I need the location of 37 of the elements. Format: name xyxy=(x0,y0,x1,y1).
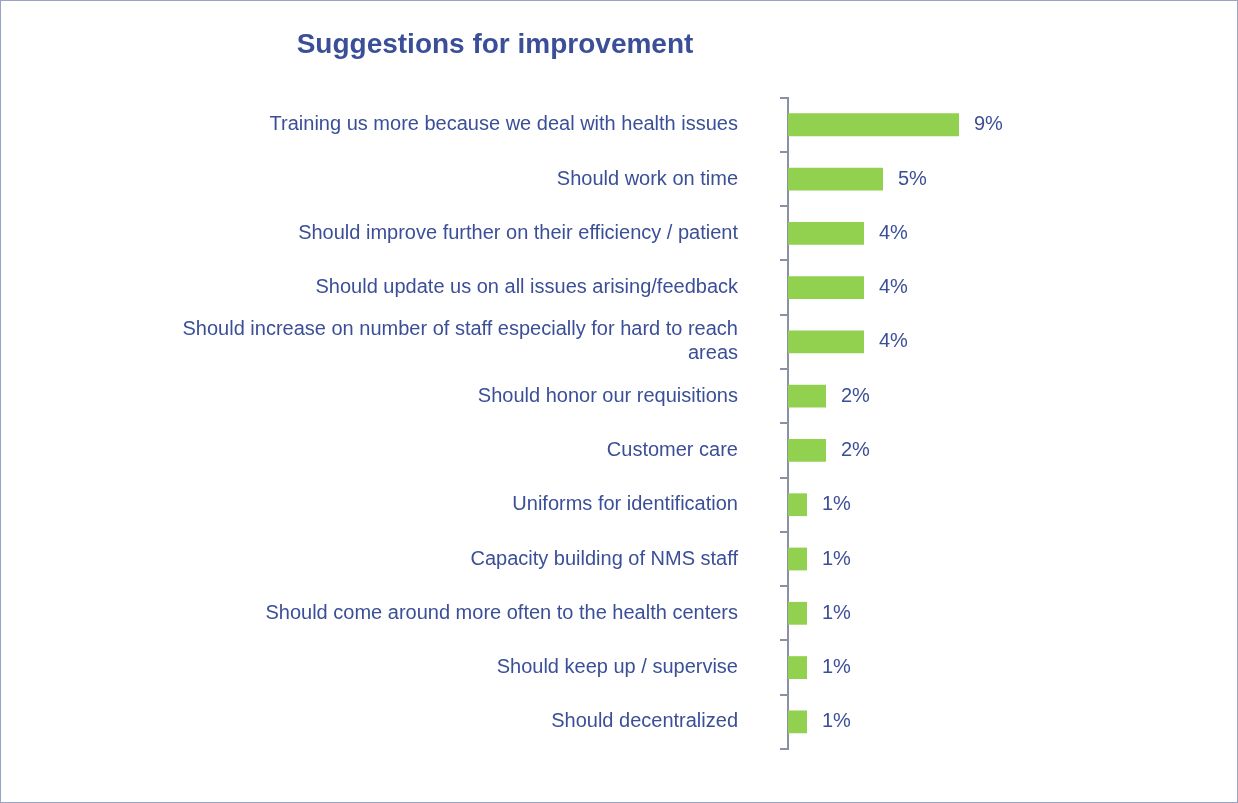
data-label: 1% xyxy=(822,655,852,678)
data-label: 2% xyxy=(841,383,871,406)
bar xyxy=(788,656,807,679)
bar xyxy=(788,221,864,245)
bar xyxy=(788,601,807,625)
text: Suggestions for improvement xyxy=(296,27,694,59)
bar xyxy=(788,276,864,299)
y-tick-label: Should work on time xyxy=(556,166,738,189)
bar xyxy=(788,330,864,354)
y-tick-label: Should update us on all issues arising/feedback xyxy=(315,275,739,298)
bar xyxy=(788,384,826,408)
y-tick-label: Should honor our requisitions xyxy=(477,383,738,406)
bar xyxy=(788,113,959,137)
data-label: 2% xyxy=(841,437,871,460)
data-label: 4% xyxy=(879,220,909,243)
data-label: 1% xyxy=(822,492,852,515)
data-label: 4% xyxy=(879,329,909,352)
y-tick-label: Customer care xyxy=(606,437,738,460)
y-tick-label: Uniforms for identification xyxy=(512,492,738,515)
y-tick-label: Should keep up / supervise xyxy=(496,655,738,678)
data-label: 1% xyxy=(822,709,852,732)
y-tick-label: Should improve further on their efficiency / patient xyxy=(298,220,739,243)
bar xyxy=(788,167,883,191)
y-tick-label: Should come around more often to the health centers xyxy=(265,600,738,623)
y-tick-label: Training us more because we deal with health issues xyxy=(269,112,738,135)
y-tick-label: Should increase on number of staff especially for hard to reach areas xyxy=(182,317,738,364)
bar xyxy=(788,493,807,517)
data-label: 5% xyxy=(898,166,928,189)
y-tick-label: Capacity building of NMS staff xyxy=(470,546,739,569)
y-tick-label: Should decentralized xyxy=(551,709,738,732)
data-label: 1% xyxy=(822,546,852,569)
data-label: 9% xyxy=(974,112,1004,135)
data-label: 1% xyxy=(822,600,852,623)
data-label: 4% xyxy=(879,275,909,298)
bar xyxy=(788,710,807,734)
bar xyxy=(788,439,826,462)
bar xyxy=(788,547,807,571)
